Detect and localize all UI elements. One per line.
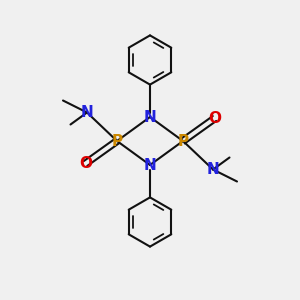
Text: N: N (81, 105, 93, 120)
Text: O: O (208, 111, 221, 126)
Text: P: P (111, 134, 123, 148)
Text: N: N (144, 158, 156, 172)
Text: O: O (79, 156, 92, 171)
Text: N: N (207, 162, 219, 177)
Text: P: P (177, 134, 189, 148)
Text: N: N (144, 110, 156, 124)
